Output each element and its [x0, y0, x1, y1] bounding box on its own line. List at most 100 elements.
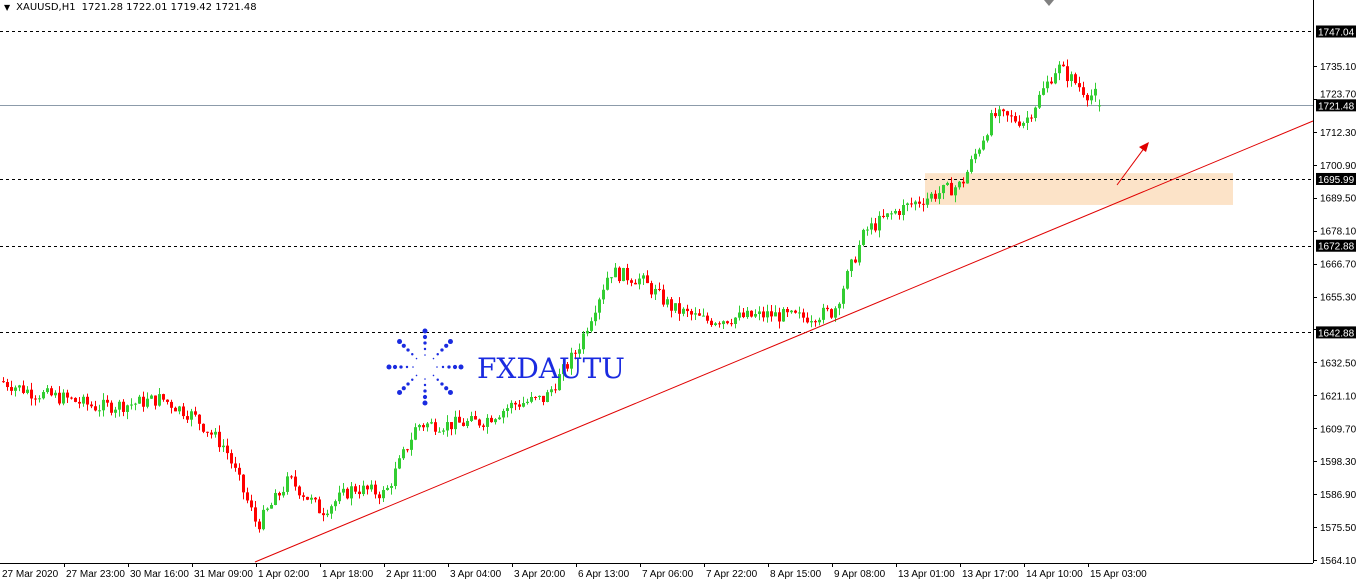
price-label-box — [1316, 99, 1356, 112]
candle-bullish — [510, 402, 513, 409]
candle-bearish — [762, 311, 765, 318]
logo-dot — [411, 378, 414, 381]
candle-bearish — [1030, 117, 1033, 119]
candle-bearish — [186, 416, 189, 420]
candle-bullish — [614, 267, 617, 278]
candle-bullish — [610, 277, 613, 279]
candle-bullish — [382, 489, 385, 499]
candle-bearish — [306, 496, 309, 500]
candle-bearish — [730, 323, 733, 325]
candle-bearish — [994, 113, 997, 117]
candle-bearish — [1050, 81, 1053, 84]
candle-bullish — [342, 488, 345, 493]
candle-bearish — [34, 398, 37, 400]
candle-bullish — [386, 487, 389, 490]
candle-bullish — [178, 406, 181, 412]
y-tick-label: 1621.10 — [1320, 391, 1356, 402]
price-label-box — [1316, 25, 1356, 38]
trendline[interactable] — [254, 120, 1314, 563]
candle-bullish — [758, 311, 761, 315]
candle-bearish — [698, 313, 701, 316]
candle-bullish — [702, 315, 705, 317]
candle-bullish — [18, 385, 21, 388]
arrow-shaft[interactable] — [1116, 146, 1146, 186]
candle-bearish — [406, 449, 409, 451]
candle-bullish — [54, 392, 57, 396]
candle-bearish — [462, 422, 465, 426]
x-tick-label: 1 Apr 18:00 — [322, 569, 374, 580]
candle-bearish — [618, 267, 621, 282]
candle-bullish — [622, 267, 625, 282]
candle-bearish — [86, 396, 89, 405]
candle-bearish — [154, 395, 157, 406]
candle-bearish — [22, 385, 25, 393]
candle-bearish — [58, 392, 61, 404]
candle-bullish — [590, 321, 593, 331]
candle-bullish — [1034, 107, 1037, 118]
logo-dot — [458, 364, 464, 370]
logo-dot — [423, 347, 427, 351]
logo-dot — [423, 341, 427, 345]
candle-bullish — [494, 419, 497, 423]
candle-bearish — [962, 181, 965, 184]
candle-bullish — [1022, 122, 1025, 126]
candle-bearish — [514, 402, 517, 405]
candle-bearish — [778, 312, 781, 322]
candle-bullish — [674, 303, 677, 311]
candle-bearish — [686, 308, 689, 312]
logo-dot — [440, 348, 444, 352]
candle-bearish — [366, 485, 369, 490]
candle-bearish — [726, 321, 729, 324]
dropdown-triangle-icon[interactable]: ▼ — [4, 3, 11, 12]
candle-bullish — [370, 484, 373, 490]
x-tick-label: 9 Apr 08:00 — [834, 569, 886, 580]
candle-bullish — [338, 492, 341, 502]
logo-dot — [423, 383, 427, 387]
candle-bullish — [870, 223, 873, 230]
candle-bearish — [634, 282, 637, 285]
candle-bearish — [1078, 83, 1081, 88]
candle-bearish — [802, 312, 805, 318]
candle-bearish — [242, 474, 245, 493]
candle-bearish — [918, 201, 921, 204]
candle-bullish — [326, 513, 329, 516]
candle-bullish — [1070, 74, 1073, 82]
logo-dot — [436, 353, 439, 356]
candle-bearish — [226, 445, 229, 454]
logo-dot — [399, 365, 403, 369]
candle-bullish — [858, 244, 861, 263]
candle-bullish — [130, 404, 133, 406]
x-tick-label: 8 Apr 15:00 — [770, 569, 822, 580]
candle-bearish — [910, 203, 913, 205]
y-tick-label: 1632.50 — [1320, 358, 1356, 369]
candle-bearish — [254, 507, 257, 522]
candle-bearish — [786, 309, 789, 313]
candle-bullish — [582, 333, 585, 350]
candle-bearish — [354, 486, 357, 492]
candle-bearish — [574, 352, 577, 354]
candle-bullish — [330, 506, 333, 514]
support-zone[interactable] — [925, 173, 1233, 205]
candle-bullish — [842, 288, 845, 304]
fxdautu-logo — [386, 328, 464, 406]
candle-bearish — [230, 453, 233, 464]
candle-bearish — [90, 404, 93, 407]
y-tick-label: 1655.30 — [1320, 293, 1356, 304]
candle-bullish — [214, 431, 217, 435]
logo-dot — [447, 389, 453, 395]
candle-bearish — [670, 299, 673, 311]
candle-bullish — [138, 396, 141, 404]
candle-bearish — [742, 312, 745, 318]
logo-dot — [397, 389, 403, 395]
candle-bullish — [506, 408, 509, 411]
candle-bullish — [846, 271, 849, 289]
logo-dot — [444, 386, 449, 391]
candle-bullish — [562, 364, 565, 375]
candle-bullish — [262, 509, 265, 530]
candle-bullish — [594, 312, 597, 322]
price-level-label: 1642.88 — [1318, 328, 1355, 339]
candle-bullish — [878, 215, 881, 231]
candle-bearish — [278, 492, 281, 496]
candle-bullish — [822, 307, 825, 320]
